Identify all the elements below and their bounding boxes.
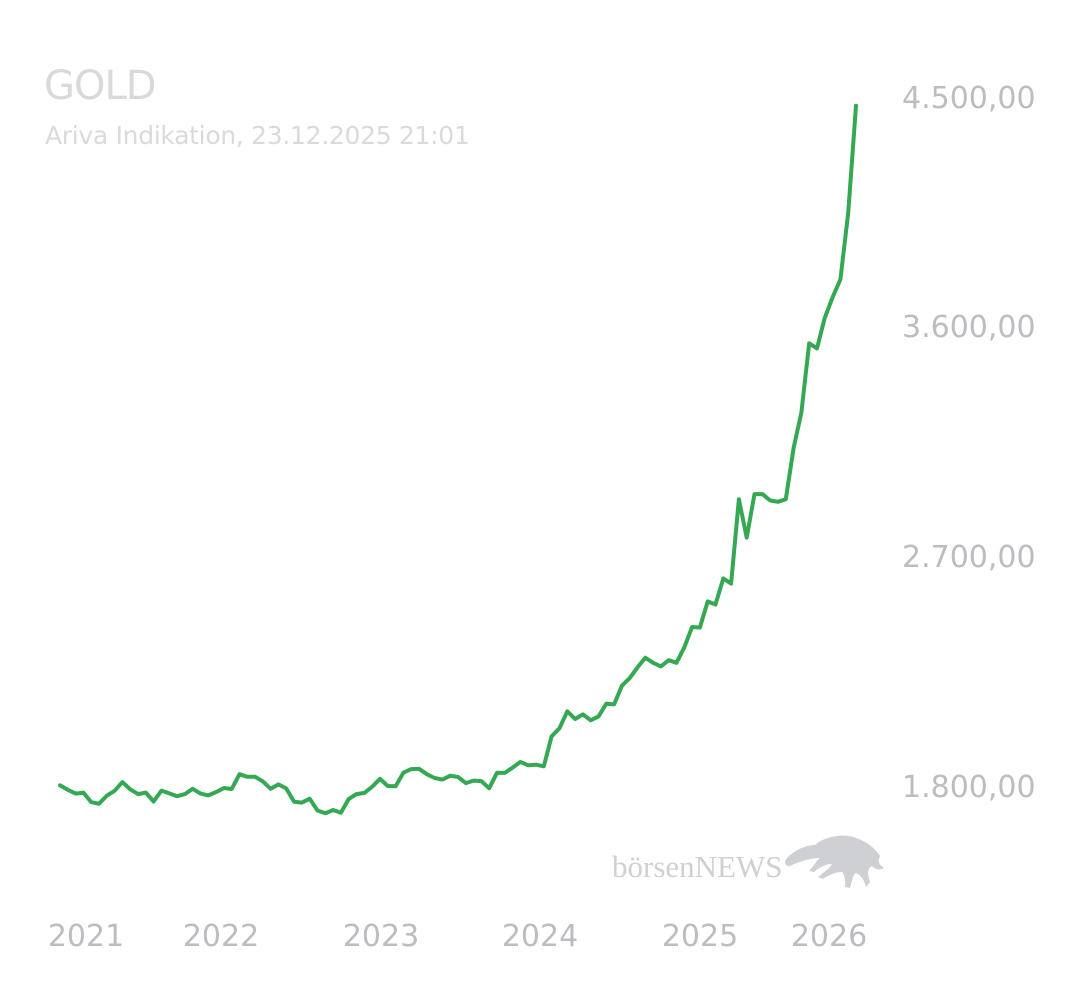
x-tick-label: 2021 — [47, 919, 125, 954]
y-tick-label: 3.600,00 — [902, 310, 1036, 345]
watermark-brand: börsenNEWS — [612, 850, 782, 884]
chart-title: GOLD — [44, 63, 157, 109]
y-tick-label: 2.700,00 — [902, 540, 1036, 575]
bull-icon — [785, 835, 884, 888]
price-line — [58, 103, 858, 816]
x-tick-label: 2022 — [182, 919, 260, 954]
watermark-brand-text: börsenNEWS — [612, 849, 783, 884]
y-tick-label: 4.500,00 — [902, 81, 1036, 116]
x-tick-label: 2024 — [501, 919, 579, 954]
y-tick-label: 1.800,00 — [902, 770, 1036, 805]
x-tick-label: 2023 — [342, 919, 420, 954]
x-tick-label: 2025 — [661, 919, 739, 954]
x-tick-label: 2026 — [790, 919, 868, 954]
chart-subtitle: Ariva Indikation, 23.12.2025 21:01 — [45, 121, 470, 150]
